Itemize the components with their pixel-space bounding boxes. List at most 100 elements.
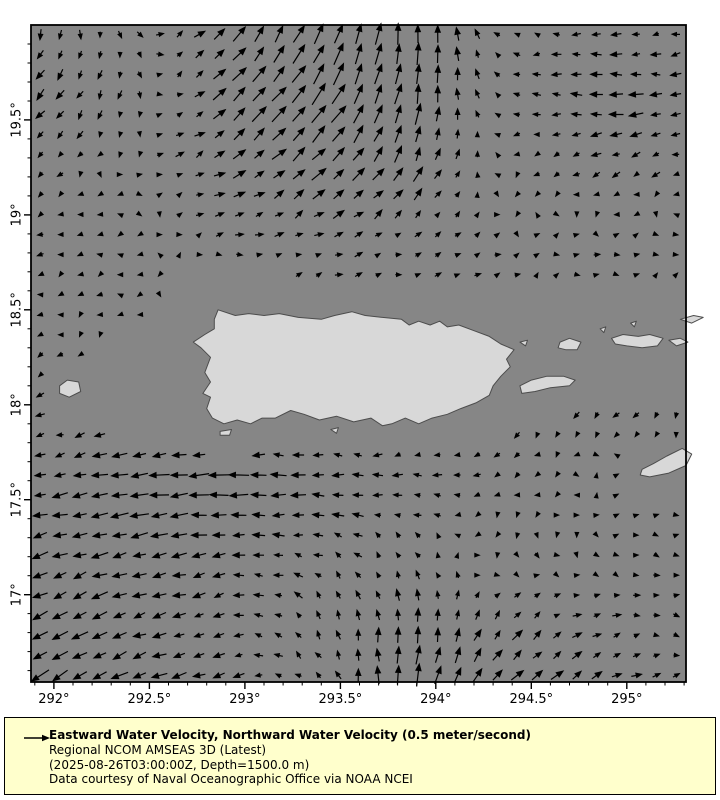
velocity-arrow <box>434 64 442 83</box>
velocity-arrow <box>36 292 44 298</box>
velocity-arrow <box>117 30 123 40</box>
velocity-arrow <box>55 110 65 119</box>
velocity-arrow <box>169 492 188 499</box>
velocity-arrow <box>194 91 206 98</box>
velocity-arrow <box>374 252 382 259</box>
velocity-arrow <box>354 63 363 85</box>
velocity-arrow <box>555 451 561 459</box>
velocity-arrow <box>129 512 149 519</box>
velocity-arrow <box>51 611 68 620</box>
legend-text-block: Eastward Water Velocity, Northward Water… <box>49 718 715 787</box>
velocity-arrow <box>609 131 623 138</box>
velocity-arrow <box>473 252 481 259</box>
velocity-arrow <box>434 608 441 621</box>
velocity-arrow <box>211 551 226 559</box>
velocity-arrow <box>235 232 245 238</box>
velocity-arrow <box>133 612 146 619</box>
velocity-arrow <box>37 211 45 218</box>
velocity-arrow <box>316 610 322 620</box>
velocity-arrow <box>130 532 149 539</box>
velocity-arrow <box>434 231 442 238</box>
velocity-arrow <box>271 86 287 102</box>
velocity-arrow <box>535 431 541 439</box>
velocity-arrow <box>130 472 149 479</box>
velocity-arrow <box>236 251 244 257</box>
velocity-arrow <box>37 351 44 358</box>
velocity-arrow <box>232 531 245 539</box>
velocity-arrow <box>674 412 680 420</box>
velocity-arrow <box>415 588 421 601</box>
velocity-arrow <box>673 612 681 618</box>
velocity-arrow <box>354 272 363 278</box>
velocity-arrow <box>495 151 502 159</box>
velocity-arrow <box>495 551 501 559</box>
velocity-arrow <box>148 491 170 499</box>
velocity-arrow <box>414 607 422 622</box>
velocity-arrow <box>73 451 86 458</box>
velocity-arrow <box>654 411 660 419</box>
velocity-arrow <box>512 52 521 58</box>
velocity-arrow <box>393 167 404 181</box>
velocity-arrow <box>395 531 402 539</box>
velocity-arrow <box>97 70 103 80</box>
velocity-arrow <box>454 533 462 539</box>
velocity-arrow <box>254 633 263 639</box>
velocity-arrow <box>454 128 461 139</box>
velocity-arrow <box>336 649 342 660</box>
velocity-arrow <box>433 493 441 499</box>
velocity-arrow <box>454 210 461 218</box>
velocity-arrow <box>553 650 562 660</box>
velocity-arrow <box>78 310 84 318</box>
velocity-arrow <box>515 532 521 540</box>
velocity-arrow <box>36 131 44 139</box>
velocity-arrow <box>589 131 602 138</box>
velocity-arrow <box>632 412 640 419</box>
velocity-arrow <box>118 131 124 138</box>
velocity-arrow <box>513 252 520 259</box>
velocity-arrow <box>97 110 103 120</box>
velocity-arrow <box>372 167 385 181</box>
velocity-arrow <box>671 151 680 157</box>
velocity-arrow <box>493 451 501 458</box>
y-tick-label: 17.5° <box>10 482 25 517</box>
velocity-arrow <box>192 572 205 579</box>
velocity-arrow <box>274 232 285 238</box>
velocity-arrow <box>312 125 326 143</box>
velocity-arrow <box>373 145 383 162</box>
velocity-arrow <box>228 491 249 499</box>
velocity-arrow <box>533 573 541 579</box>
velocity-arrow <box>57 150 64 158</box>
velocity-arrow <box>613 251 621 257</box>
velocity-arrow <box>96 211 104 217</box>
velocity-arrow <box>572 670 583 680</box>
velocity-arrow <box>391 472 403 478</box>
velocity-arrow <box>532 651 543 659</box>
velocity-arrow <box>652 513 660 519</box>
velocity-arrow <box>254 672 263 678</box>
velocity-arrow <box>91 611 108 620</box>
velocity-arrow <box>213 28 226 40</box>
velocity-arrow <box>233 107 246 121</box>
velocity-arrow <box>53 472 66 478</box>
velocity-arrow <box>273 65 285 83</box>
velocity-arrow <box>252 65 267 83</box>
velocity-arrow <box>431 472 443 478</box>
velocity-arrow <box>196 192 205 198</box>
velocity-arrow <box>495 530 502 538</box>
velocity-arrow <box>110 491 128 499</box>
velocity-arrow <box>334 272 344 278</box>
st-thomas-island <box>611 334 664 349</box>
velocity-arrow <box>157 252 164 259</box>
velocity-arrow <box>633 210 641 217</box>
velocity-arrow <box>650 111 661 118</box>
velocity-arrow <box>111 451 128 459</box>
velocity-arrow <box>32 651 48 660</box>
velocity-arrow <box>136 311 144 318</box>
velocity-arrow <box>611 151 620 157</box>
islet-palominos-island <box>599 326 607 334</box>
velocity-arrow <box>33 471 46 479</box>
velocity-arrow <box>454 148 461 160</box>
velocity-arrow <box>170 531 188 539</box>
velocity-arrow <box>493 571 501 577</box>
velocity-arrow <box>212 652 225 659</box>
